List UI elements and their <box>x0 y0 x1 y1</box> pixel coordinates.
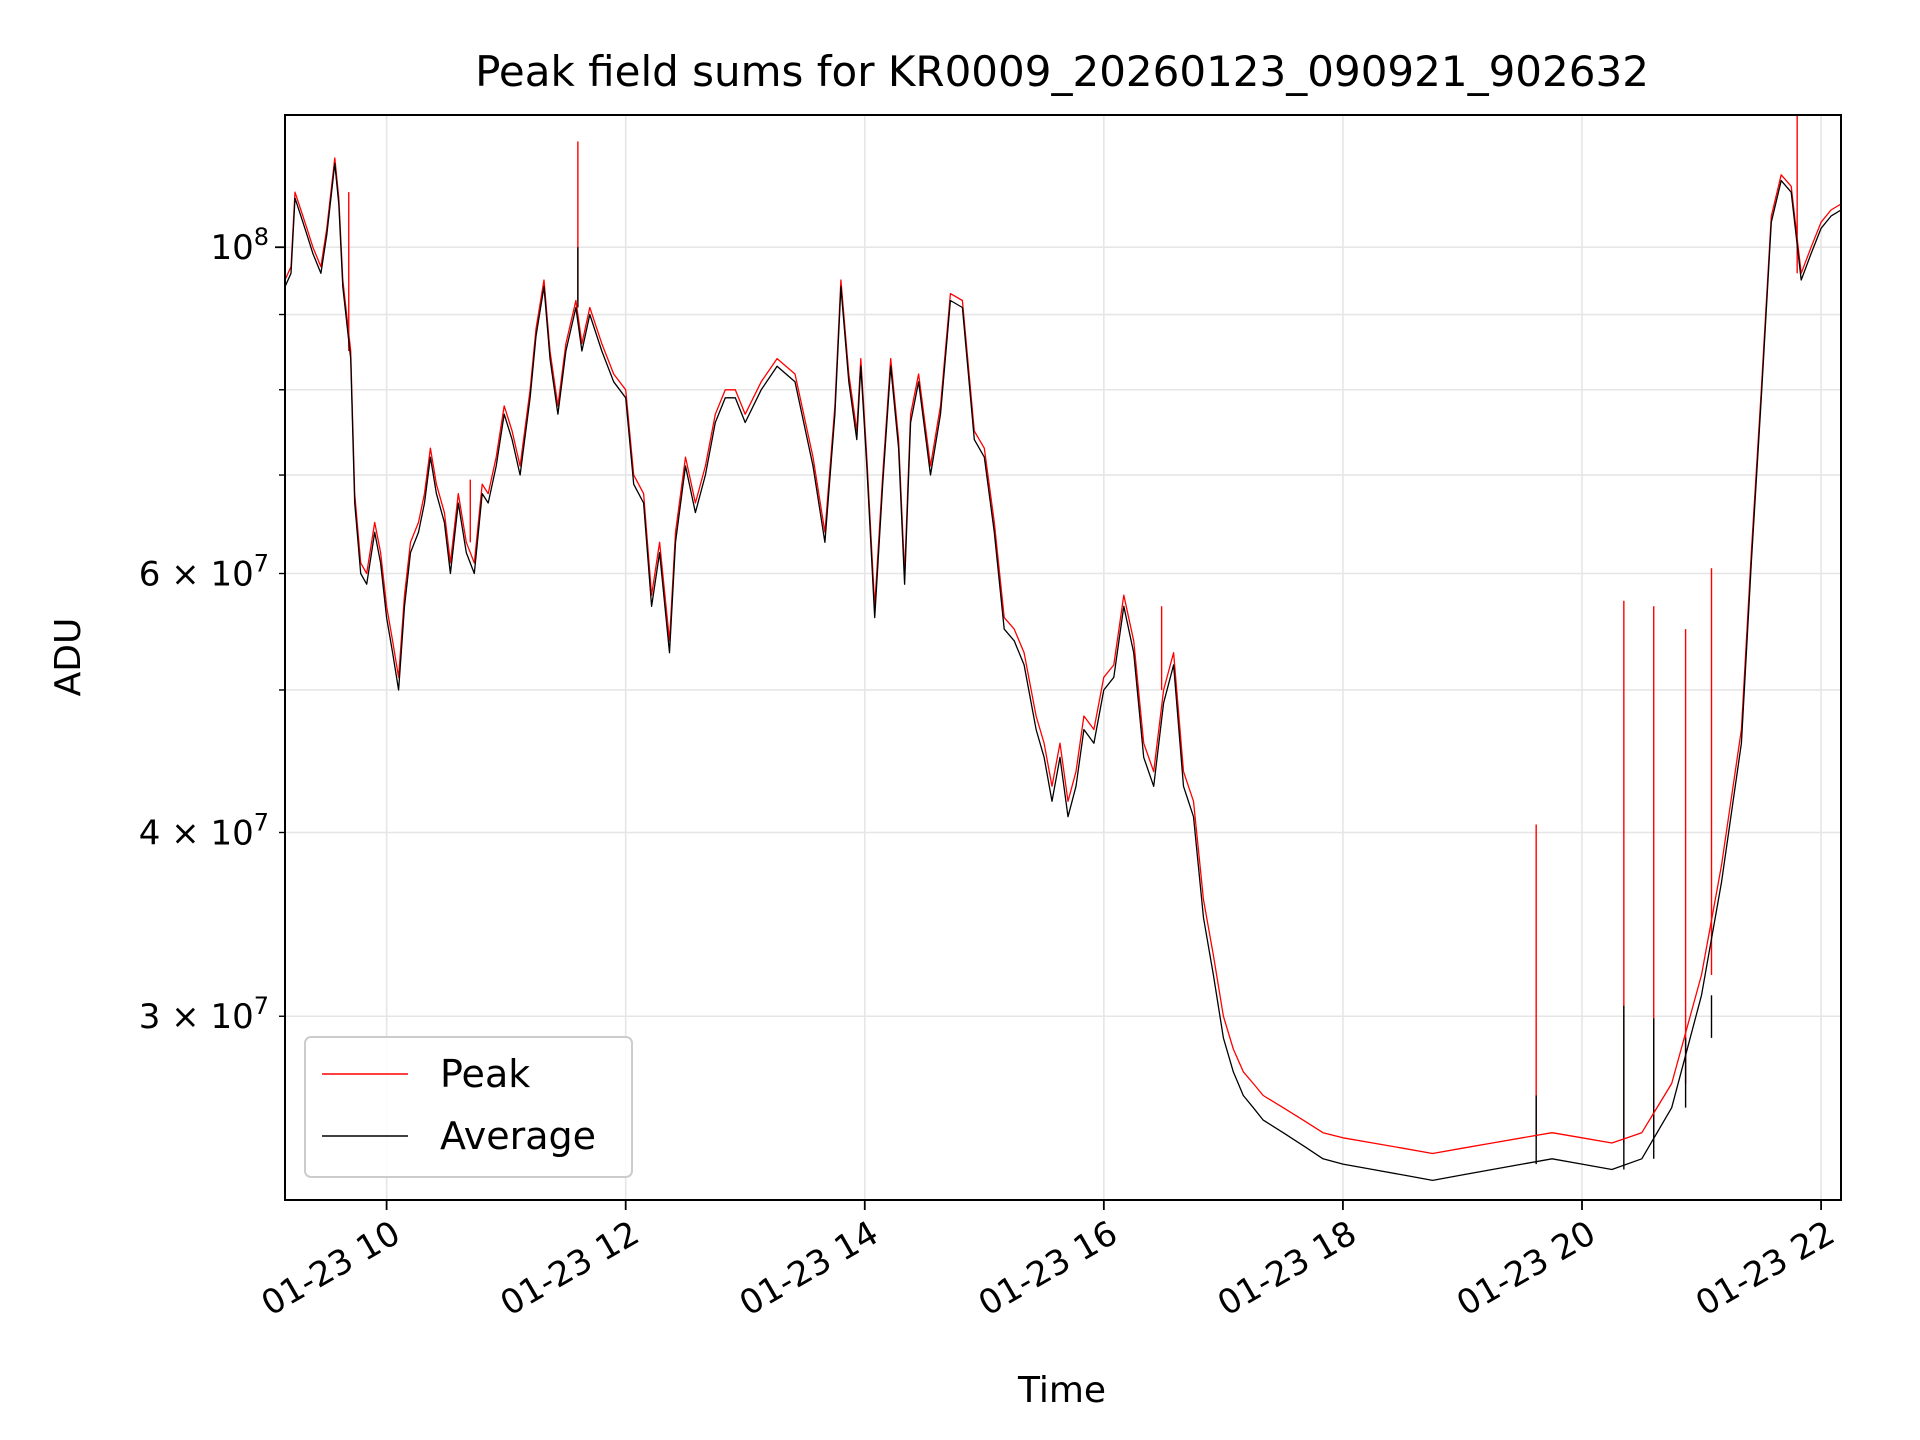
series-lines <box>285 157 1841 1182</box>
y-axis-label: ADU <box>48 618 89 697</box>
legend-box <box>304 1036 633 1178</box>
grid-lines <box>285 115 1841 1200</box>
series-line-peak <box>285 157 1841 1155</box>
x-axis-label: Time <box>1017 1370 1106 1411</box>
chart-title: Peak field sums for KR0009_20260123_0909… <box>475 47 1649 96</box>
legend: Peak Average <box>304 1036 633 1178</box>
legend-label-average: Average <box>440 1114 596 1158</box>
y-tick-label: 4 × 107 <box>139 808 269 853</box>
y-tick-label: 6 × 107 <box>139 550 269 595</box>
y-axis-ticks: 108 3 × 107 4 × 107 6 × 107 <box>139 223 285 1037</box>
legend-label-peak: Peak <box>440 1052 530 1096</box>
y-tick-label: 3 × 107 <box>139 992 269 1037</box>
spike-lines <box>348 115 1798 1170</box>
series-line-average <box>285 162 1841 1182</box>
y-tick-label: 108 <box>210 223 269 268</box>
plot-frame <box>284 114 1842 1201</box>
